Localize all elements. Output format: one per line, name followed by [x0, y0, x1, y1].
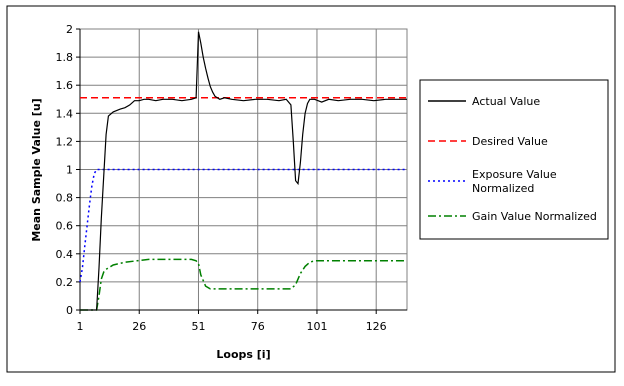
legend-label-0: Actual Value: [472, 95, 540, 108]
x-tick-label: 126: [366, 320, 387, 333]
y-tick-label: 0.2: [56, 276, 74, 289]
series-lines: [79, 31, 407, 311]
x-axis-title: Loops [i]: [216, 348, 270, 361]
legend-label-2: Exposure Value Normalized: [472, 168, 557, 195]
x-tick-label: 51: [191, 320, 205, 333]
legend: Actual Value Desired Value Exposure Value N…: [428, 95, 597, 223]
y-tick-label: 1.2: [56, 135, 74, 148]
y-tick-label: 0.6: [56, 220, 74, 233]
y-tick-label: 1: [66, 164, 73, 177]
y-axis-title: Mean Sample Value [u]: [30, 98, 43, 241]
y-tick-label: 1.6: [56, 79, 74, 92]
x-tick-label: 101: [306, 320, 327, 333]
y-tick-label: 1.8: [56, 51, 74, 64]
y-tick-label: 0: [66, 304, 73, 317]
gridlines: [79, 29, 407, 311]
y-tick-label: 1.4: [56, 107, 74, 120]
legend-box: [419, 79, 609, 240]
x-axis-ticks: 1 26 51 76 101 126: [77, 310, 387, 333]
y-tick-label: 2: [66, 23, 73, 36]
y-tick-label: 0.8: [56, 192, 74, 205]
legend-label-3: Gain Value Normalized: [472, 210, 597, 223]
x-tick-label: 76: [251, 320, 265, 333]
y-tick-label: 0.4: [56, 248, 74, 261]
series-line-3: [80, 258, 407, 311]
series-line-0: [80, 31, 407, 311]
legend-label-1: Desired Value: [472, 135, 548, 148]
x-tick-label: 26: [132, 320, 146, 333]
x-tick-label: 1: [77, 320, 84, 333]
series-line-2: [79, 168, 407, 283]
y-axis-ticks: 0 0.2 0.4 0.6 0.8 1 1.2 1.4 1.6 1.8 2: [56, 23, 80, 317]
